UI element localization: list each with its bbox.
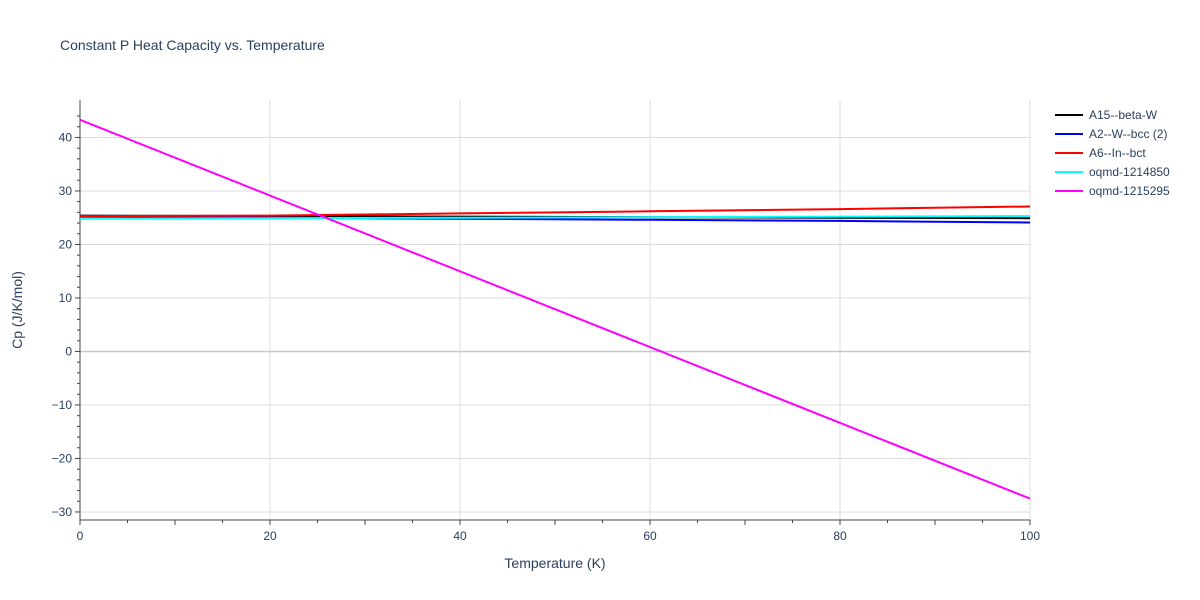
legend-item[interactable]: oqmd-1214850 [1055,165,1170,179]
y-tick-label: 10 [59,291,73,305]
x-tick-label: 20 [263,529,277,543]
x-tick-label: 80 [833,529,847,543]
y-tick-label: 20 [59,237,73,251]
x-tick-label: 40 [453,529,467,543]
legend-label: A2--W--bcc (2) [1089,127,1167,141]
y-tick-label: 30 [59,184,73,198]
series-line [79,215,1031,220]
series-line [79,205,1031,218]
y-tick-label: 0 [65,344,72,358]
y-tick-label: −10 [52,398,73,412]
y-tick-label: −30 [52,505,73,519]
grid [80,100,1031,520]
legend-label: oqmd-1215295 [1089,184,1170,198]
x-tick-label: 0 [77,529,84,543]
legend-label: oqmd-1214850 [1089,165,1170,179]
chart-title: Constant P Heat Capacity vs. Temperature [60,37,325,53]
y-tick-label: 40 [59,130,73,144]
legend-item[interactable]: A6--In--bct [1055,146,1146,160]
legend[interactable]: A15--beta-W A2--W--bcc (2) A6--In--bct oqmd… [1055,108,1170,198]
axes: 0 20 40 60 80 100 −30 −20 −10 0 10 20 30 40 [52,100,1040,543]
legend-item[interactable]: oqmd-1215295 [1055,184,1170,198]
legend-item[interactable]: A15--beta-W [1055,108,1158,122]
x-axis-label: Temperature (K) [504,555,605,571]
x-tick-label: 60 [643,529,657,543]
y-axis-label: Cp (J/K/mol) [9,271,25,349]
series-line [79,118,1031,500]
series-lines [79,118,1031,500]
legend-item[interactable]: A2--W--bcc (2) [1055,127,1167,141]
x-tick-label: 100 [1020,529,1040,543]
y-tick-label: −20 [52,451,73,465]
legend-label: A15--beta-W [1089,108,1158,122]
legend-label: A6--In--bct [1089,146,1146,160]
